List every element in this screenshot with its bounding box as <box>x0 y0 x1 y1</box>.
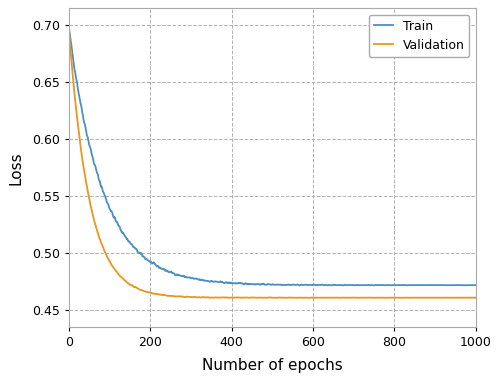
Y-axis label: Loss: Loss <box>8 151 24 185</box>
Validation <box>472 295 478 300</box>
Validation <box>398 295 404 300</box>
Line: Train: Train <box>68 26 476 285</box>
Validation <box>90 216 96 221</box>
Train <box>398 283 404 287</box>
Line: Validation: Validation <box>68 26 476 298</box>
Validation <box>383 295 389 300</box>
Train <box>453 283 459 287</box>
Validation <box>148 291 154 295</box>
Legend: Train, Validation: Train, Validation <box>369 14 470 57</box>
Train <box>148 260 154 264</box>
Train <box>472 283 478 287</box>
Train <box>66 24 71 29</box>
Train <box>383 283 389 287</box>
Train <box>90 159 96 164</box>
Validation <box>66 24 71 29</box>
Validation <box>426 295 432 300</box>
Train <box>296 283 302 288</box>
Validation <box>264 296 270 300</box>
Train <box>426 283 432 287</box>
X-axis label: Number of epochs: Number of epochs <box>202 358 342 373</box>
Validation <box>453 295 459 300</box>
